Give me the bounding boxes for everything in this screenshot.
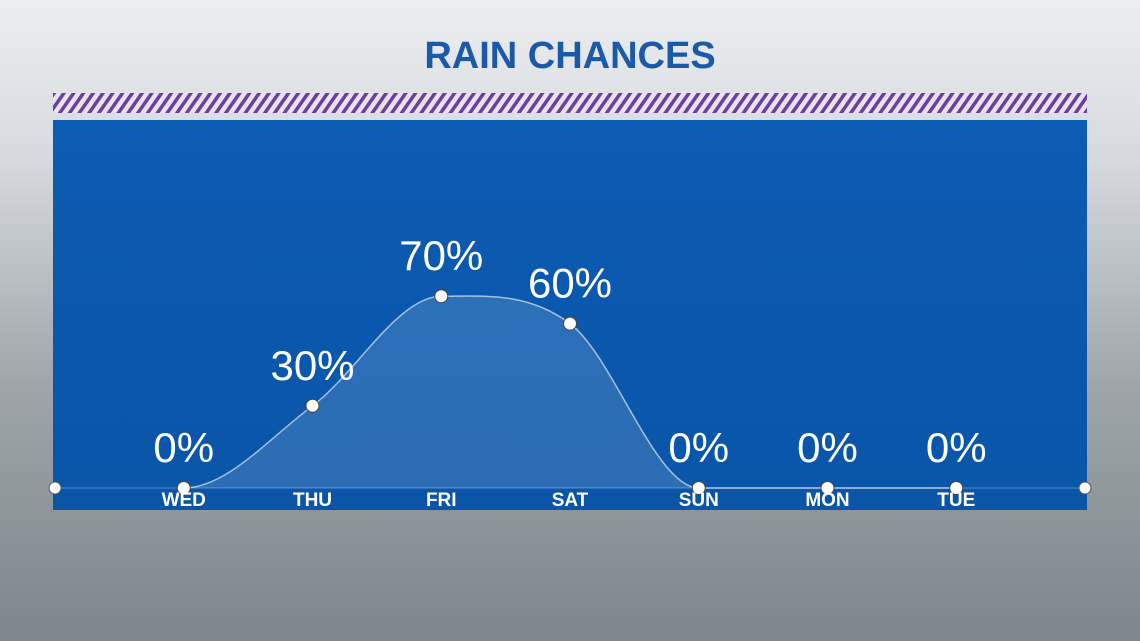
x-tick-label: WED [162,490,206,511]
x-tick-label: SUN [679,490,719,511]
value-label: 60% [528,260,612,307]
value-label: 30% [270,342,354,389]
point [434,289,449,304]
value-label: 0% [926,424,987,471]
point [820,481,835,495]
value-label: 0% [797,424,858,471]
value-label: 0% [153,424,214,471]
x-tick-label: FRI [426,490,457,511]
point [949,481,964,495]
x-tick-label: THU [293,490,332,511]
point [305,398,320,413]
plot-panel [53,120,1087,510]
edge-dot [1078,481,1092,495]
x-tick-label: TUE [937,490,975,511]
point [176,481,191,495]
chart-title: RAIN CHANCES [424,35,715,77]
point [691,481,706,495]
x-tick-label: SAT [552,490,589,511]
hatch-band [53,93,1087,113]
x-tick-label: MON [805,490,849,511]
point [563,316,577,331]
area-fill [183,295,957,488]
value-label: 70% [399,232,483,279]
edge-dot [48,481,62,495]
value-label: 0% [668,424,729,471]
